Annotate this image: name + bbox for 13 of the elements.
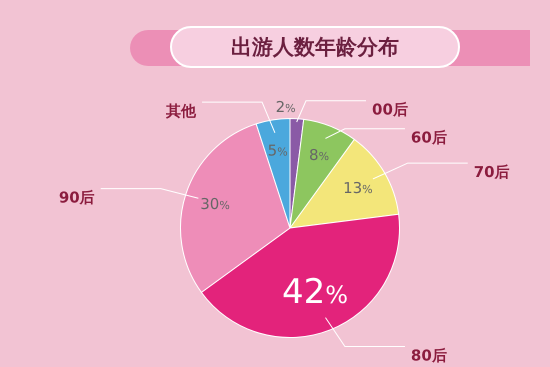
data-label: 5% <box>268 141 288 160</box>
slice-label: 60后 <box>410 128 447 147</box>
data-label: 30% <box>200 194 230 213</box>
chart-title: 出游人数年龄分布 <box>170 26 460 68</box>
data-label: 8% <box>309 146 330 164</box>
data-label: 2% <box>276 98 296 116</box>
data-label: 42% <box>282 272 348 312</box>
slice-label: 00后 <box>372 100 408 119</box>
slice-label: 70后 <box>474 162 510 181</box>
slice-label: 其他 <box>165 102 198 120</box>
data-label: 13% <box>343 179 373 198</box>
slice-label: 90后 <box>58 188 95 206</box>
slice-label: 80后 <box>410 346 447 364</box>
